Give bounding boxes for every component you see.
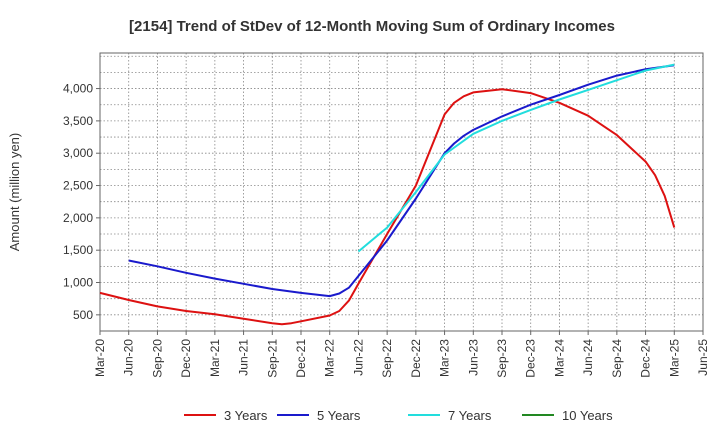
y-tick-label: 1,500	[63, 243, 93, 257]
y-tick-label: 2,000	[63, 211, 93, 225]
plot-area	[100, 53, 703, 331]
x-tick-label: Sep-24	[610, 339, 624, 378]
x-tick-label: Mar-23	[438, 339, 452, 377]
x-tick-label: Dec-23	[524, 339, 538, 378]
x-tick-label: Mar-21	[208, 339, 222, 377]
x-tick-label: Jun-23	[466, 339, 480, 376]
series-line-5-years	[128, 64, 675, 298]
x-tick-label: Dec-22	[409, 339, 423, 378]
x-tick-label: Mar-24	[552, 339, 566, 377]
y-tick-label: 2,500	[63, 179, 93, 193]
chart-title: [2154] Trend of StDev of 12-Month Moving…	[129, 18, 615, 35]
x-tick-label: Jun-20	[122, 339, 136, 376]
x-tick-label: Mar-25	[667, 339, 681, 377]
x-tick-label: Jun-24	[581, 339, 595, 376]
x-tick-label: Mar-20	[93, 339, 107, 377]
legend-label: 3 Years	[224, 408, 268, 423]
y-tick-label: 3,500	[63, 114, 93, 128]
x-tick-label: Sep-20	[150, 339, 164, 378]
y-axis-label: Amount (million yen)	[7, 133, 22, 252]
y-tick-label: 1,000	[63, 276, 93, 290]
x-tick-label: Sep-21	[265, 339, 279, 378]
legend-label: 10 Years	[562, 408, 613, 423]
series-line-3-years	[99, 88, 676, 326]
y-tick-label: 3,000	[63, 146, 93, 160]
x-tick-label: Mar-22	[323, 339, 337, 377]
series-line-7-years	[357, 63, 675, 253]
x-tick-label: Sep-23	[495, 339, 509, 378]
y-tick-label: 500	[73, 308, 93, 322]
legend-label: 5 Years	[317, 408, 361, 423]
x-tick-label: Dec-24	[639, 339, 653, 378]
legend-label: 7 Years	[448, 408, 492, 423]
x-tick-label: Jun-22	[351, 339, 365, 376]
x-axis-ticks: Mar-20 Jun-20 Sep-20 Dec-20 Mar-21 Jun-21 Sep-…	[93, 331, 710, 378]
plot-border	[99, 52, 704, 332]
series-lines	[99, 63, 676, 326]
x-tick-label: Jun-21	[237, 339, 251, 376]
x-tick-label: Sep-22	[380, 339, 394, 378]
legend: 3 Years 5 Years 7 Years 10 Years	[184, 408, 613, 423]
y-axis-ticks: 500 1,000 1,500 2,000 2,500 3,000 3,500 4,000	[63, 82, 100, 322]
y-tick-label: 4,000	[63, 82, 93, 96]
x-tick-label: Dec-21	[294, 339, 308, 378]
x-tick-label: Jun-25	[696, 339, 710, 376]
x-tick-label: Dec-20	[179, 339, 193, 378]
